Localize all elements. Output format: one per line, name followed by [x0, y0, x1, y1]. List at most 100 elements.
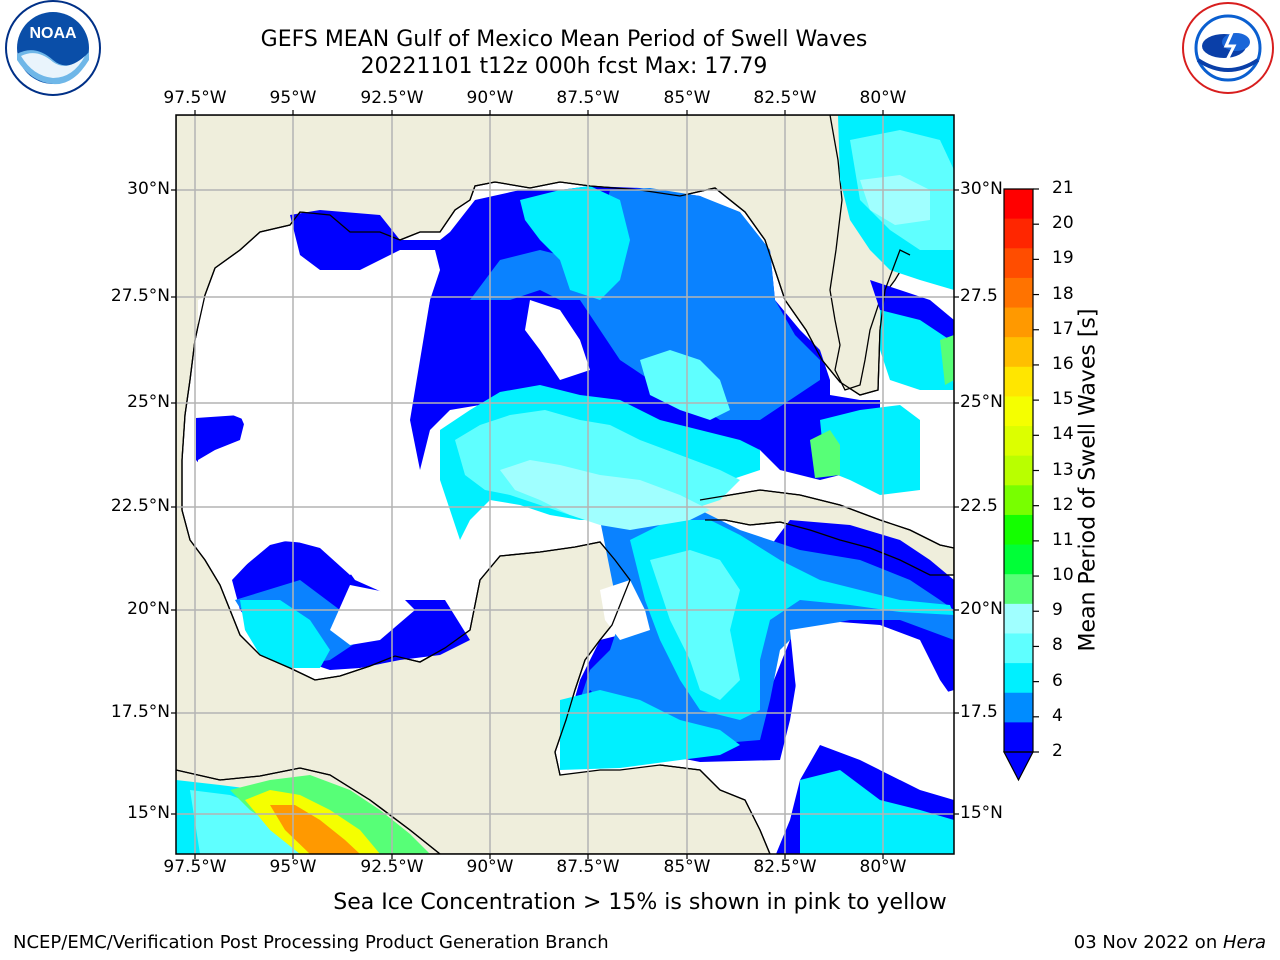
mask-white-west-gulf	[196, 262, 430, 575]
colorbar-tick-label: 15	[1052, 389, 1074, 410]
lon-label-bottom: 85°W	[663, 857, 711, 877]
colorbar-tick-label: 9	[1052, 600, 1063, 621]
colorbar-segment	[1004, 426, 1033, 457]
mask-white-central	[525, 300, 590, 380]
fill-pale-cyan-atlantic	[860, 175, 930, 225]
lat-label-right: 27.5	[960, 286, 998, 306]
colorbar-tick-label: 20	[1052, 213, 1074, 234]
colorbar-tick-label: 14	[1052, 424, 1074, 445]
colorbar-segment	[1004, 307, 1033, 338]
fill-green-east	[940, 335, 954, 385]
fill-cyan-campeche-west	[240, 600, 330, 668]
lon-label-bottom: 80°W	[859, 857, 907, 877]
colorbar-tick-label: 19	[1052, 248, 1074, 269]
colorbar-segment	[1004, 574, 1033, 605]
footer-date-text: 03 Nov 2022 on	[1073, 932, 1223, 953]
colorbar-segment	[1004, 337, 1033, 368]
noaa-logo-text: NOAA	[29, 25, 77, 42]
lat-label-right: 20°N	[960, 599, 1003, 619]
colorbar-segment	[1004, 633, 1033, 664]
colorbar-segment	[1004, 366, 1033, 397]
lon-label-top: 90°W	[466, 88, 514, 108]
colorbar-segment	[1004, 544, 1033, 575]
colorbar-tick-label: 2	[1052, 741, 1063, 761]
fill-light-cyan-channel	[650, 550, 740, 700]
colorbar-tick-label: 17	[1052, 318, 1074, 339]
fill-cyan-florida-east	[880, 310, 954, 390]
lon-label-bottom: 87.5°W	[556, 857, 620, 877]
mask-white-caribbean	[790, 622, 954, 780]
colorbar-label-wrap: Mean Period of Swell Waves [s]	[1068, 300, 1108, 660]
colorbar-segment	[1004, 455, 1033, 486]
sea-ice-note: Sea Ice Concentration > 15% is shown in …	[0, 890, 1280, 915]
lon-label-top: 82.5°W	[753, 88, 817, 108]
lat-label-left: 15°N	[127, 803, 170, 823]
colorbar-segment	[1004, 514, 1033, 546]
lon-label-top: 80°W	[859, 88, 907, 108]
colorbar-label: Mean Period of Swell Waves [s]	[1075, 308, 1101, 652]
colorbar-segment	[1004, 277, 1033, 309]
fill-pale-cyan-loop	[500, 460, 710, 530]
colorbar-tick-label: 18	[1052, 283, 1074, 304]
colorbar-segment	[1004, 396, 1033, 427]
gridlines	[176, 115, 954, 854]
axis-ticks	[171, 110, 959, 859]
lon-label-top: 97.5°W	[163, 88, 227, 108]
lon-label-top: 95°W	[269, 88, 317, 108]
colorbar-tick-label: 10	[1052, 565, 1074, 586]
lat-label-left: 17.5°N	[110, 702, 170, 722]
no-swell-mask	[196, 262, 954, 780]
lat-label-right: 15°N	[960, 803, 1003, 823]
colorbar-segment	[1004, 663, 1033, 694]
colorbar-extend-arrow	[1003, 751, 1034, 782]
lon-label-bottom: 82.5°W	[753, 857, 817, 877]
colorbar-segment	[1004, 248, 1033, 279]
lon-label-top: 92.5°W	[360, 88, 424, 108]
lat-label-right: 30°N	[960, 179, 1003, 199]
mask-white-west-gulf-2	[330, 585, 415, 645]
footer-host: Hera	[1222, 932, 1266, 953]
lat-label-right: 17.5	[960, 702, 998, 722]
lon-label-bottom: 90°W	[466, 857, 514, 877]
lat-label-left: 25°N	[127, 392, 170, 412]
lat-label-right: 22.5	[960, 496, 998, 516]
colorbar-segment	[1004, 218, 1033, 249]
lon-label-bottom: 95°W	[269, 857, 317, 877]
colorbar-tick-label: 12	[1052, 494, 1074, 515]
colorbar-tick-label: 11	[1052, 529, 1074, 550]
footer-credit: NCEP/EMC/Verification Post Processing Pr…	[13, 932, 609, 953]
colorbar-tick-label: 4	[1052, 705, 1063, 726]
fill-cyan-caribbean-south	[560, 690, 740, 770]
colorbar-segment	[1004, 603, 1033, 634]
colorbar-tick-label: 6	[1052, 670, 1063, 691]
fill-cyan-bahamas	[820, 405, 920, 495]
colorbar-segment	[1004, 692, 1033, 723]
map-frame	[175, 114, 955, 855]
colorbar-segment	[1004, 189, 1033, 220]
fill-cyan-se	[800, 770, 954, 854]
lon-label-bottom: 97.5°W	[163, 857, 227, 877]
lat-label-right: 25°N	[960, 392, 1003, 412]
colorbar	[1003, 188, 1039, 782]
colorbar-segment	[1004, 485, 1033, 516]
lon-label-top: 87.5°W	[556, 88, 620, 108]
colorbar-segment	[1004, 722, 1033, 753]
fill-cyan-north-central	[520, 186, 630, 300]
lat-label-left: 22.5°N	[110, 496, 170, 516]
lat-label-left: 30°N	[127, 179, 170, 199]
footer-date: 03 Nov 2022 on Hera	[1074, 932, 1266, 953]
nws-logo	[1176, 0, 1280, 100]
fill-med-blue-central	[470, 188, 820, 420]
colorbar-tick-label: 13	[1052, 459, 1074, 480]
lon-label-bottom: 92.5°W	[360, 857, 424, 877]
lat-label-left: 27.5°N	[110, 286, 170, 306]
sea-ice-note-text: Sea Ice Concentration > 15% is shown in …	[333, 890, 947, 915]
lon-label-top: 85°W	[663, 88, 711, 108]
colorbar-tick-label: 21	[1052, 178, 1074, 198]
swell-period-fill	[176, 115, 954, 854]
lat-label-left: 20°N	[127, 599, 170, 619]
colorbar-tick-label: 16	[1052, 353, 1074, 374]
fill-green-bahamas	[810, 430, 840, 478]
colorbar-tick-label: 8	[1052, 635, 1063, 656]
